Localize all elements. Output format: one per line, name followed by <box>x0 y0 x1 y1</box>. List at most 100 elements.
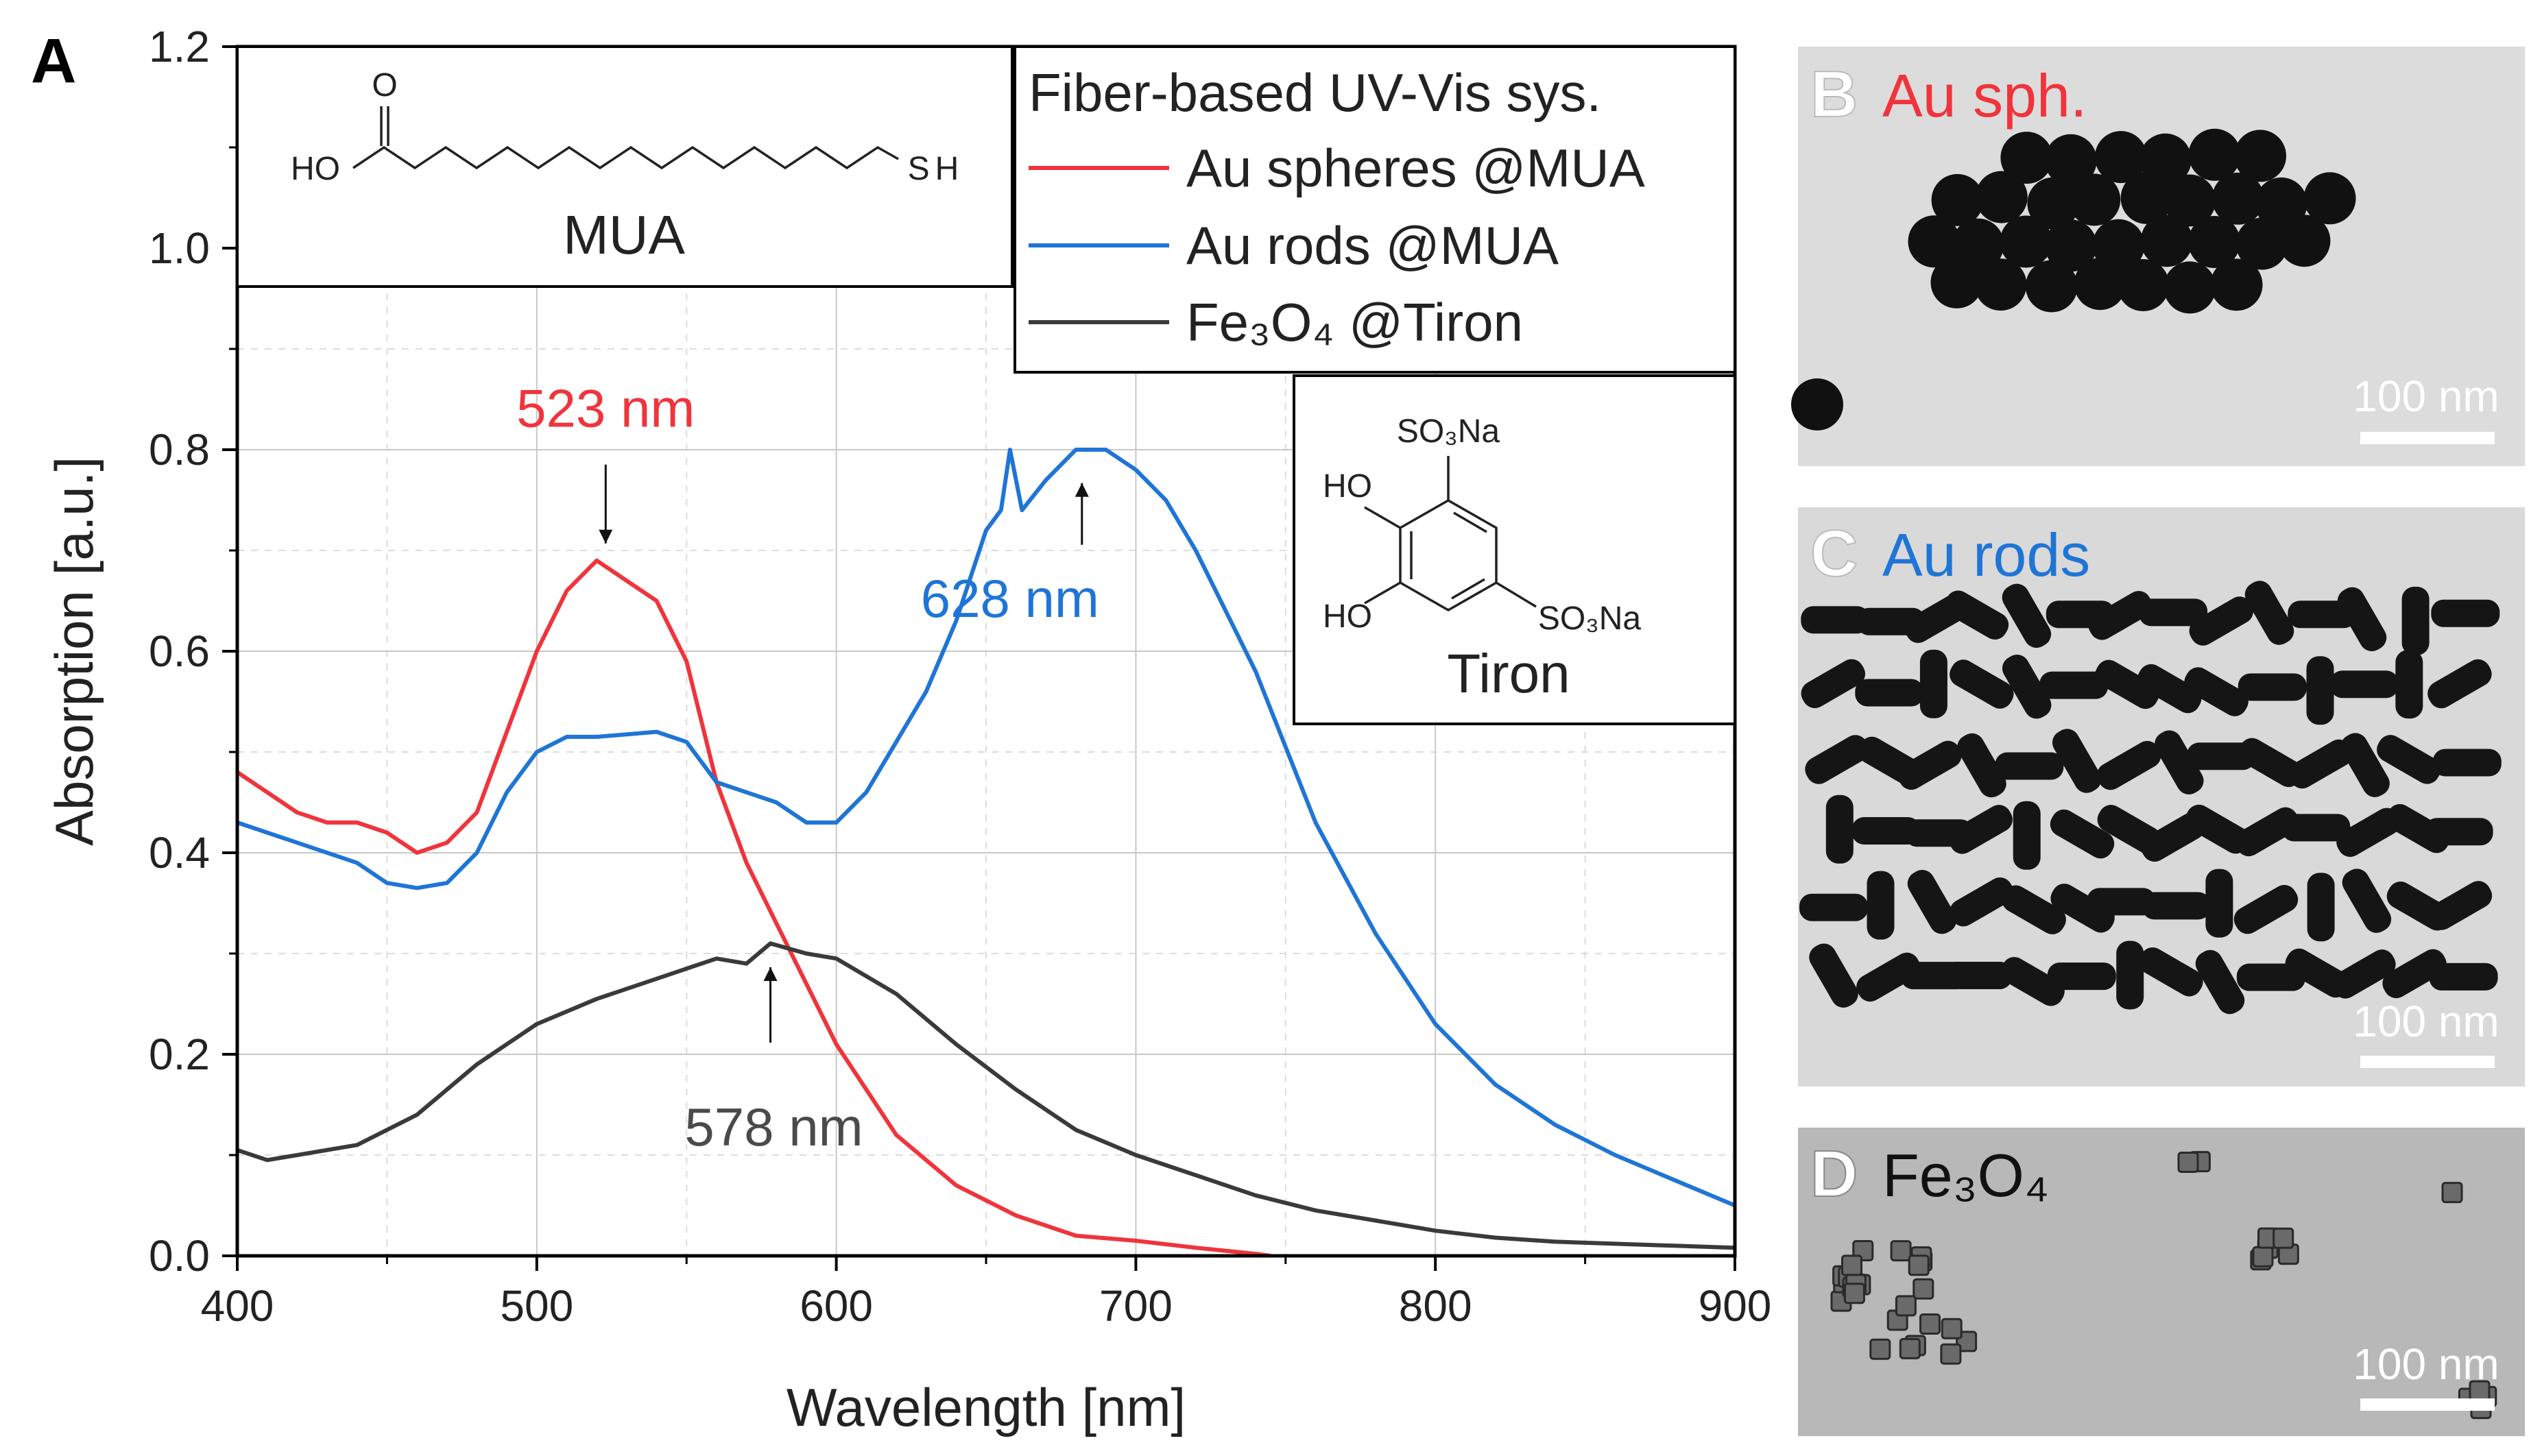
au-sphere-particles <box>1791 128 2356 430</box>
au-rod <box>2039 671 2109 699</box>
au-rod <box>2307 873 2335 942</box>
au-rod <box>2189 596 2254 646</box>
au-rod <box>2096 740 2161 790</box>
au-sphere <box>2140 215 2193 267</box>
legend-label-fe3o4: Fe₃O₄ @Tiron <box>1186 292 1523 352</box>
mua-structure-inset: O HO SH MUA <box>236 45 1014 288</box>
annotation-628nm: 628 nm <box>921 568 1099 629</box>
fe3o4-nanocube <box>1841 1254 1862 1276</box>
au-rod <box>2235 807 2299 857</box>
au-sphere <box>2278 215 2331 267</box>
au-rod <box>2142 892 2211 920</box>
au-rod <box>2336 808 2401 858</box>
au-rod <box>1919 649 1947 718</box>
y-tick-label: 0.6 <box>149 627 210 676</box>
au-sphere <box>2210 258 2263 311</box>
au-sphere <box>2163 261 2216 314</box>
au-sphere <box>2092 219 2145 271</box>
au-rod <box>2116 941 2144 1010</box>
au-rod <box>2427 881 2493 930</box>
series-line-au-rods-mua <box>237 448 1735 1208</box>
annotation-arrowhead <box>1075 483 1089 497</box>
au-sphere <box>1974 258 2027 311</box>
au-rod <box>2432 749 2502 777</box>
x-tick-label: 700 <box>1099 1281 1173 1331</box>
au-rod <box>2088 591 2153 640</box>
au-rod <box>2000 957 2065 1006</box>
au-rod <box>1801 606 1870 634</box>
au-rod <box>1809 943 1858 1008</box>
au-sphere <box>2303 172 2356 225</box>
annotation-arrowhead <box>599 529 613 544</box>
panel-label-a: A <box>31 26 76 96</box>
au-rod <box>2427 659 2492 709</box>
fe3o4-nanocube <box>1843 1283 1865 1305</box>
annotation-523nm: 523 nm <box>516 378 695 439</box>
legend-label-au-rods: Au rods @MUA <box>1186 215 1559 276</box>
au-sphere <box>2027 177 2080 230</box>
series-lines <box>237 448 1735 1256</box>
tem-b-scalebar <box>2360 432 2495 444</box>
au-rod <box>2377 735 2441 784</box>
au-rod <box>1801 659 1866 709</box>
au-rod <box>2195 949 2245 1015</box>
fe3o4-nanocube <box>2273 1227 2294 1249</box>
au-sphere <box>2211 172 2264 225</box>
au-rod <box>2244 581 2294 645</box>
mua-sh: SH <box>908 151 965 187</box>
y-axis-label: Absorption [a.u.] <box>44 457 104 846</box>
mua-name: MUA <box>563 204 685 265</box>
fe3o4-nanocube <box>1890 1240 1912 1262</box>
au-rod <box>2429 962 2498 991</box>
tiron-so3na-top: SO₃Na <box>1397 413 1500 450</box>
x-tick-label: 600 <box>800 1281 873 1331</box>
tem-c-scalebar-label: 100 nm <box>2353 997 2499 1046</box>
tem-panel-b: B Au sph. 100 nm <box>1791 47 2525 466</box>
annotation-arrowhead <box>763 967 778 981</box>
tiron-so3na-right: SO₃Na <box>1538 600 1642 637</box>
au-rod <box>2238 738 2303 788</box>
au-rod <box>2281 814 2351 842</box>
au-sphere <box>1930 256 1983 308</box>
au-rod <box>2047 962 2116 991</box>
y-tick-label: 0.8 <box>149 425 210 474</box>
au-rod-particles <box>1799 581 2502 1015</box>
legend: Fiber-based UV-Vis sys. Au spheres @MUA … <box>1014 45 1736 374</box>
tem-b-scalebar-label: 100 nm <box>2353 372 2499 421</box>
au-sphere <box>2094 131 2147 184</box>
annotation-578nm: 578 nm <box>684 1097 863 1157</box>
fe3o4-nanocube <box>1941 1318 1963 1339</box>
au-sphere <box>2117 259 2170 311</box>
au-rod <box>2337 587 2387 652</box>
au-rod <box>1944 590 2009 640</box>
au-rod <box>1957 733 2006 798</box>
au-sphere <box>2068 173 2121 226</box>
y-tick-label: 0.0 <box>149 1231 210 1281</box>
au-rod <box>1950 877 2014 927</box>
au-sphere <box>1952 218 2004 271</box>
au-rod <box>2052 729 2102 793</box>
au-sphere <box>2234 130 2286 182</box>
au-rod <box>2342 869 2392 933</box>
au-sphere <box>2235 217 2288 270</box>
fe3o4-nanocube <box>2441 1182 2463 1204</box>
au-rod <box>1948 805 2013 854</box>
au-rod <box>2139 598 2208 627</box>
au-rod <box>2137 664 2202 714</box>
au-rod <box>1907 869 1957 934</box>
au-rod <box>2155 730 2204 794</box>
au-sphere <box>1908 215 1961 268</box>
au-rod <box>1867 871 1895 940</box>
au-rod <box>1943 962 2013 989</box>
au-sphere <box>2025 260 2078 313</box>
au-sphere <box>1931 173 1984 226</box>
au-rod <box>1856 952 1921 1002</box>
tem-d-scalebar <box>2360 1398 2495 1411</box>
au-rod <box>2002 654 2052 719</box>
fe3o4-nanocube <box>1913 1278 1934 1300</box>
au-rod <box>2187 742 2255 771</box>
au-rod <box>2185 804 2250 854</box>
au-rod <box>1851 817 1921 845</box>
au-rod <box>2331 949 2396 999</box>
fe3o4-nanocube <box>1899 1337 1921 1359</box>
